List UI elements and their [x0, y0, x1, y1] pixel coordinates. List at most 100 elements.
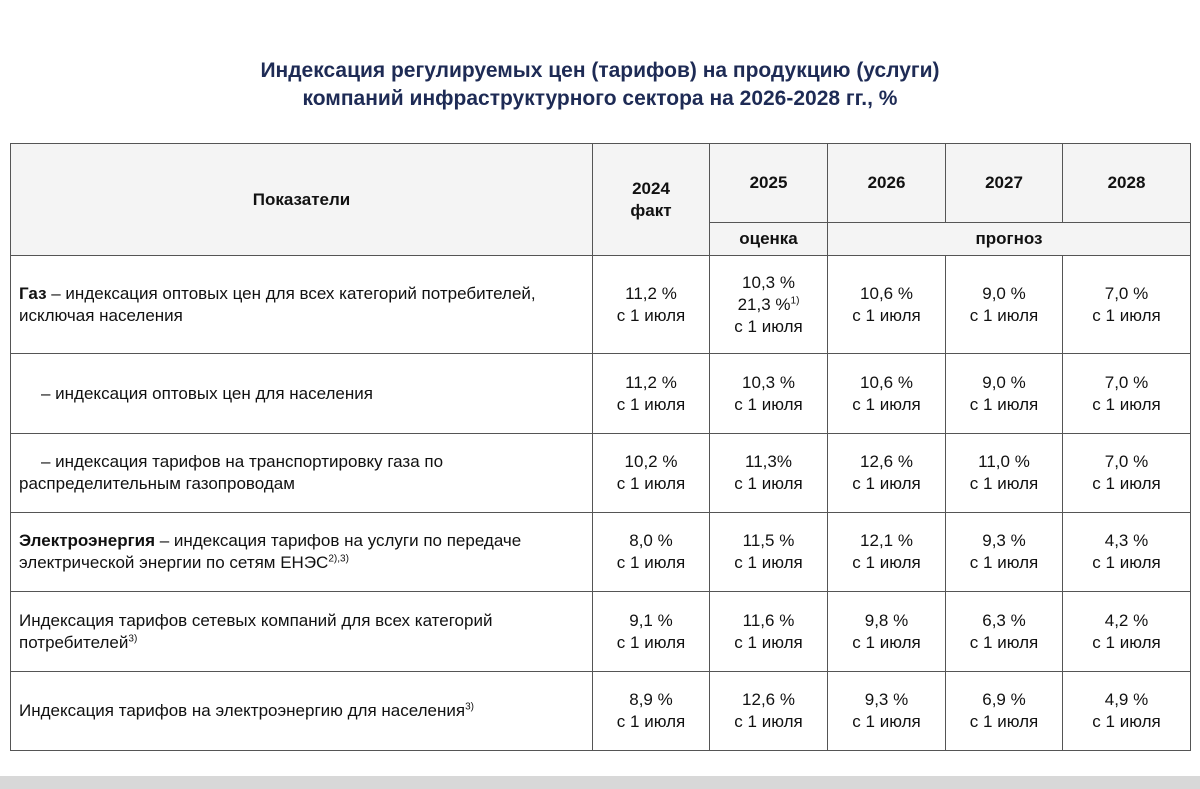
- value-cell: 11,3% с 1 июля: [709, 433, 828, 513]
- header-year: 2027: [945, 143, 1063, 223]
- cell-line: с 1 июля: [616, 474, 686, 493]
- cell-line: с 1 июля: [734, 474, 803, 493]
- cell-line: 7,0 %: [1104, 452, 1149, 471]
- value-cell: 11,2 % с 1 июля: [592, 353, 710, 434]
- cell-line: с 1 июля: [1092, 394, 1161, 414]
- cell-line: с 1 июля: [852, 305, 921, 325]
- value-cell: 4,3 % с 1 июля: [1062, 512, 1191, 592]
- cell-line: 10,3 %: [742, 372, 795, 392]
- value-cell: 9,3 % с 1 июля: [945, 512, 1063, 592]
- cell-line: с 1 июля: [1092, 474, 1161, 493]
- cell-line: с 1 июля: [1092, 305, 1161, 325]
- scroll-bar: [0, 776, 1200, 789]
- value-cell: 6,9 % с 1 июля: [945, 671, 1063, 751]
- cell-line: 10,6 %: [860, 283, 913, 303]
- footnote: 3): [128, 632, 138, 644]
- cell-line: с 1 июля: [852, 553, 921, 572]
- cell-line: 11,2 %: [625, 372, 677, 392]
- value-cell: 8,0 % с 1 июля: [592, 512, 710, 592]
- value-cell: 12,6 % с 1 июля: [827, 433, 946, 513]
- cell-line: 11,2 %: [625, 283, 677, 303]
- cell-line: с 1 июля: [734, 394, 803, 414]
- cell-line: с 1 июля: [734, 712, 803, 731]
- label-text: – индексация оптовых цен для всех катего…: [19, 283, 536, 325]
- cell-line: с 1 июля: [969, 474, 1039, 493]
- cell-line: с 1 июля: [969, 553, 1039, 572]
- cell-line: 7,0 %: [1104, 372, 1149, 392]
- value-cell: 12,6 % с 1 июля: [709, 671, 828, 751]
- title-line: Индексация регулируемых цен (тарифов) на…: [260, 59, 940, 82]
- value-cell: 11,2 % с 1 июля: [592, 255, 710, 354]
- table-row: – индексация оптовых цен для населения 11…: [10, 353, 1191, 434]
- value-cell: 9,1 % с 1 июля: [592, 591, 710, 672]
- cell-line: 11,0 %: [978, 452, 1030, 471]
- cell-line: 11,3%: [745, 452, 792, 471]
- title-line: компаний инфраструктурного сектора на 20…: [302, 87, 898, 110]
- value-cell: 9,0 % с 1 июля: [945, 353, 1063, 434]
- cell-line: с 1 июля: [616, 632, 686, 652]
- label-bold: Электроэнергия: [19, 531, 156, 550]
- cell-line: 4,9 %: [1104, 690, 1149, 709]
- cell-line: 11,5 %: [742, 531, 795, 550]
- cell-line: 12,6 %: [742, 690, 795, 709]
- cell-line: 9,1 %: [629, 610, 673, 630]
- cell-line: 10,2 %: [624, 452, 678, 471]
- value-cell: 10,3 % с 1 июля: [709, 353, 828, 434]
- table-row: Газ – индексация оптовых цен для всех ка…: [10, 255, 1191, 354]
- footnote: 2),3): [328, 553, 349, 565]
- fact: факт: [630, 200, 672, 220]
- value-cell: 7,0 % с 1 июля: [1062, 255, 1191, 354]
- value-cell: 9,3 % с 1 июля: [827, 671, 946, 751]
- value-cell: 9,0 % с 1 июля: [945, 255, 1063, 354]
- value-cell: 10,6 % с 1 июля: [827, 353, 946, 434]
- cell-line: с 1 июля: [969, 712, 1039, 731]
- cell-line: 12,6 %: [860, 452, 913, 471]
- cell-line: 7,0 %: [1104, 283, 1149, 303]
- row-label: – индексация тарифов на транспортировку …: [10, 433, 593, 513]
- label-text: Индексация тарифов на электроэнергию для…: [19, 701, 466, 720]
- value-cell: 12,1 % с 1 июля: [827, 512, 946, 592]
- cell-line: с 1 июля: [969, 632, 1039, 652]
- header-year: 2028: [1062, 143, 1191, 223]
- cell-line: с 1 июля: [616, 394, 686, 414]
- cell-line: 12,1 %: [860, 531, 913, 550]
- cell-line: с 1 июля: [616, 712, 686, 731]
- table-row: Электроэнергия – индексация тарифов на у…: [10, 512, 1191, 592]
- cell-line: 6,3 %: [982, 610, 1026, 630]
- cell-line: с 1 июля: [734, 632, 803, 652]
- tariff-table: Показатели 2024 факт 2025 2026 2027 2028 …: [10, 143, 1191, 751]
- row-label: – индексация оптовых цен для населения: [10, 353, 593, 434]
- value-cell: 8,9 % с 1 июля: [592, 671, 710, 751]
- header-year: 2024 факт: [592, 143, 710, 256]
- value-cell: 7,0 % с 1 июля: [1062, 353, 1191, 434]
- forecast: прогноз: [827, 222, 1191, 256]
- cell-line: 10,6 %: [860, 372, 913, 392]
- footnote: 3): [465, 701, 474, 713]
- year: 2024: [632, 178, 670, 198]
- row-label: Электроэнергия – индексация тарифов на у…: [10, 512, 593, 592]
- label-bold: Газ: [19, 283, 47, 303]
- cell-line: с 1 июля: [852, 474, 921, 493]
- cell-line: 11,6 %: [742, 610, 795, 630]
- cell-line: с 1 июля: [969, 305, 1039, 325]
- cell-line: 9,8 %: [864, 610, 909, 630]
- estimate: оценка: [709, 222, 828, 256]
- cell-line: 8,9 %: [629, 690, 673, 709]
- table-row: Индексация тарифов на электроэнергию для…: [10, 671, 1191, 751]
- cell-line: 6,9 %: [982, 690, 1026, 709]
- cell-line: с 1 июля: [616, 553, 686, 572]
- footnote: 1): [790, 294, 800, 306]
- cell-line: с 1 июля: [734, 553, 803, 572]
- value-cell: 11,5 % с 1 июля: [709, 512, 828, 592]
- value-cell: 11,0 % с 1 июля: [945, 433, 1063, 513]
- title: Индексация регулируемых цен (тарифов) на…: [0, 57, 1200, 113]
- table-body: Газ – индексация оптовых цен для всех ка…: [10, 255, 1191, 751]
- value-cell: 11,6 % с 1 июля: [709, 591, 828, 672]
- label-text: Индексация тарифов сетевых компаний для …: [19, 610, 493, 652]
- value-cell: 4,9 % с 1 июля: [1062, 671, 1191, 751]
- cell-line: 9,0 %: [982, 372, 1026, 392]
- row-label: Индексация тарифов на электроэнергию для…: [10, 671, 593, 751]
- cell-line: 10,3 %: [742, 272, 795, 292]
- cell-line: 9,3 %: [982, 531, 1026, 550]
